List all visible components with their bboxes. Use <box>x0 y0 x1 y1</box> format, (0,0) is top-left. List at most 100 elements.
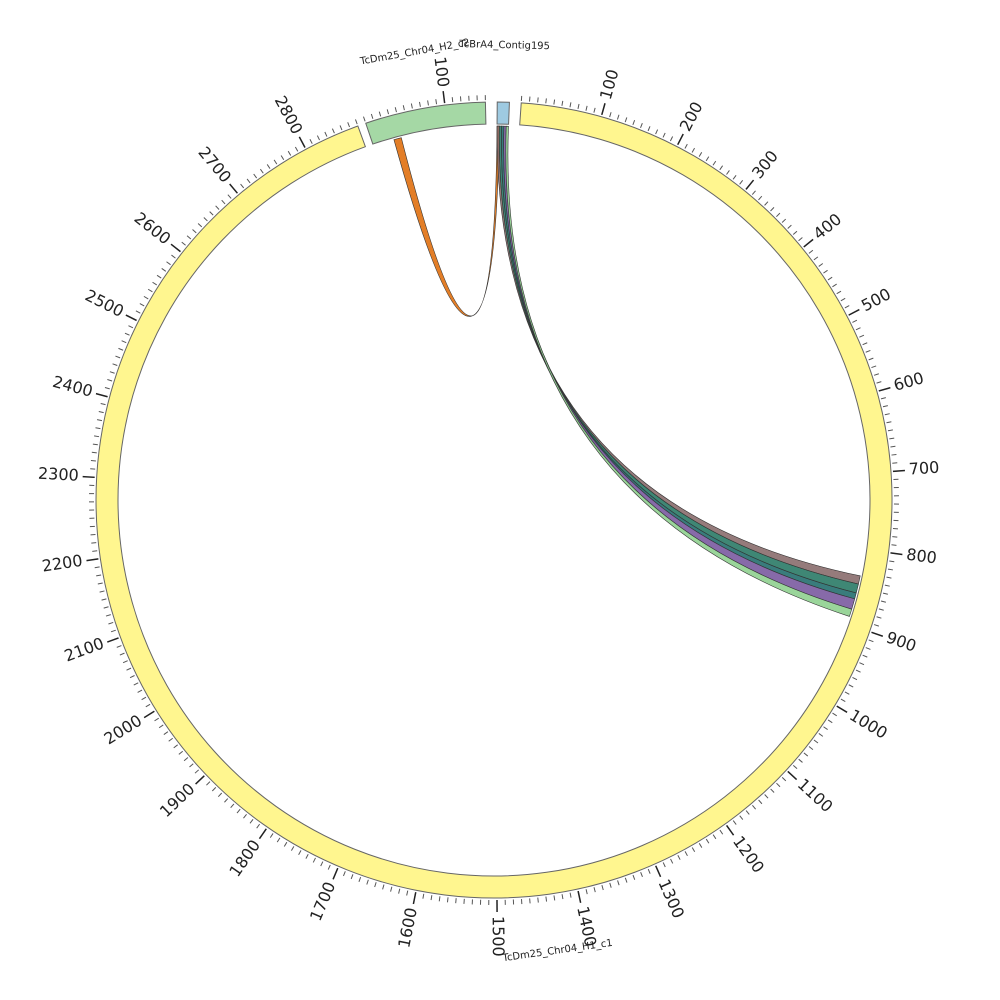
minor-tick <box>243 813 247 819</box>
minor-tick <box>670 858 674 864</box>
minor-tick <box>871 365 877 369</box>
minor-tick <box>770 207 775 212</box>
minor-tick <box>882 405 888 408</box>
minor-tick <box>662 132 666 138</box>
minor-tick <box>145 703 151 708</box>
minor-tick <box>868 639 874 643</box>
minor-tick <box>677 855 681 860</box>
minor-tick <box>553 895 556 901</box>
major-tick <box>878 386 891 392</box>
minor-tick <box>273 159 278 165</box>
minor-tick <box>887 568 894 571</box>
minor-tick <box>886 576 892 579</box>
major-tick <box>86 558 99 562</box>
minor-tick <box>154 717 159 722</box>
minor-tick <box>751 190 756 195</box>
minor-tick <box>109 371 115 374</box>
minor-tick <box>386 109 390 115</box>
minor-tick <box>855 327 861 331</box>
minor-tick <box>891 454 897 456</box>
minor-tick <box>253 173 258 179</box>
minor-tick <box>823 269 828 274</box>
minor-tick <box>156 274 162 279</box>
minor-tick <box>128 325 134 329</box>
minor-tick <box>298 850 302 855</box>
minor-tick <box>430 895 433 901</box>
minor-tick <box>390 886 393 892</box>
major-tick <box>412 892 417 905</box>
major-tick <box>726 824 735 836</box>
minor-tick <box>798 758 803 763</box>
minor-tick <box>141 696 147 701</box>
minor-tick <box>116 645 122 648</box>
minor-tick <box>818 263 824 267</box>
minor-tick <box>161 268 167 272</box>
minor-tick <box>832 283 837 288</box>
minor-tick <box>103 606 109 609</box>
minor-tick <box>370 113 374 119</box>
segment-label: TcDm25_Chr04_H2_c2 <box>358 37 470 67</box>
minor-tick <box>616 114 620 120</box>
minor-tick <box>561 100 564 106</box>
minor-tick <box>698 152 703 157</box>
minor-tick <box>173 744 178 749</box>
minor-tick <box>876 616 882 619</box>
minor-tick <box>632 120 636 126</box>
minor-tick <box>880 397 886 400</box>
tick-label: 2800 <box>271 93 307 138</box>
tick-label: 900 <box>884 628 919 656</box>
minor-tick <box>96 574 102 577</box>
major-tick <box>577 890 582 903</box>
link <box>505 125 853 617</box>
minor-tick <box>726 170 730 175</box>
minor-tick <box>91 451 97 454</box>
minor-tick <box>98 411 104 414</box>
minor-tick <box>601 885 604 891</box>
minor-tick <box>294 146 299 152</box>
minor-tick <box>884 413 890 416</box>
tick-label: 1700 <box>306 879 339 924</box>
tick-label: 1500 <box>489 916 508 957</box>
minor-tick <box>366 879 369 885</box>
tick-label: 100 <box>596 67 623 102</box>
minor-tick <box>287 150 292 156</box>
minor-tick <box>378 111 382 117</box>
minor-tick <box>798 237 803 242</box>
minor-tick <box>818 733 824 737</box>
tick-label: 600 <box>891 368 926 395</box>
minor-tick <box>745 810 750 815</box>
minor-tick <box>152 281 158 286</box>
tick-label: 2100 <box>62 634 107 666</box>
minor-tick <box>256 823 261 829</box>
minor-tick <box>609 882 612 888</box>
minor-tick <box>221 199 226 205</box>
minor-tick <box>406 890 409 896</box>
minor-tick <box>732 175 737 180</box>
minor-tick <box>94 435 100 438</box>
major-tick <box>107 637 119 643</box>
minor-tick <box>705 838 710 844</box>
minor-tick <box>691 847 696 853</box>
minor-tick <box>230 803 235 809</box>
minor-tick <box>719 829 724 835</box>
minor-tick <box>887 429 893 432</box>
tick-label: 1600 <box>394 906 421 950</box>
minor-tick <box>418 101 421 107</box>
minor-tick <box>840 698 846 703</box>
tick-label: 100 <box>430 56 453 89</box>
minor-tick <box>655 129 659 135</box>
minor-tick <box>246 178 251 184</box>
minor-tick <box>197 223 203 228</box>
minor-tick <box>712 160 717 166</box>
minor-tick <box>545 98 547 104</box>
minor-tick <box>617 880 620 886</box>
tick-label: 200 <box>676 99 707 135</box>
minor-tick <box>739 815 744 820</box>
minor-tick <box>640 122 643 128</box>
minor-tick <box>363 116 366 122</box>
minor-tick <box>585 889 588 895</box>
minor-tick <box>781 218 787 223</box>
minor-tick <box>569 102 572 108</box>
major-tick <box>229 183 238 194</box>
